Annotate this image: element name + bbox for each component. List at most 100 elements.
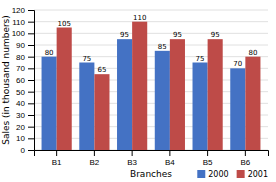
- y-tick-mark: [28, 127, 34, 128]
- bar: [245, 57, 260, 150]
- x-tick-label: B1: [52, 158, 62, 167]
- y-tick-label: 100: [12, 29, 26, 38]
- y-tick: 110: [12, 18, 34, 27]
- y-tick-mark: [28, 45, 34, 46]
- y-tick-label: 80: [16, 53, 25, 62]
- y-tick-mark: [28, 150, 34, 151]
- bar: [79, 63, 94, 151]
- data-label: 75: [82, 55, 91, 63]
- x-axis-title: Branches: [130, 169, 172, 179]
- grid-line: [34, 10, 268, 11]
- y-tick: 40: [16, 99, 34, 108]
- y-tick-mark: [28, 68, 34, 69]
- data-label: 65: [97, 66, 106, 74]
- legend-swatch: [197, 170, 205, 178]
- x-tick-mark: [245, 150, 246, 156]
- x-tick: B6: [240, 150, 250, 167]
- bar: [132, 22, 147, 150]
- data-label: 95: [120, 31, 129, 39]
- x-tick: B2: [89, 150, 99, 167]
- y-tick-label: 90: [16, 41, 25, 50]
- y-tick: 120: [12, 6, 34, 15]
- legend-label: 2000: [208, 170, 228, 179]
- y-tick: 60: [16, 76, 34, 85]
- bar: [230, 68, 245, 150]
- y-tick-mark: [28, 92, 34, 93]
- bar: [155, 51, 170, 150]
- y-tick: 10: [16, 134, 34, 143]
- y-axis-title: Sales (in thousand numbers): [1, 15, 11, 145]
- y-tick-label: 50: [16, 88, 25, 97]
- chart-container: 0 10 20 30 40 50 60 70 80 90 100 110 120 B1 B2 B3 B4 B5 B6…: [0, 0, 276, 182]
- data-label: 95: [211, 31, 220, 39]
- x-tick: B1: [52, 150, 62, 167]
- x-tick: B3: [127, 150, 137, 167]
- bar: [208, 39, 223, 150]
- y-tick-label: 70: [16, 64, 25, 73]
- y-tick-label: 60: [16, 76, 25, 85]
- legend-item: 2001: [237, 170, 268, 179]
- y-tick-mark: [28, 115, 34, 116]
- y-tick: 90: [16, 41, 34, 50]
- bar: [170, 39, 185, 150]
- bar: [42, 57, 57, 150]
- y-tick: 30: [16, 111, 34, 120]
- data-label: 95: [173, 31, 182, 39]
- y-tick: 50: [16, 88, 34, 97]
- axis-line: [35, 151, 269, 157]
- y-tick: 0: [21, 146, 34, 155]
- y-tick: 70: [16, 64, 34, 73]
- chart: 0 10 20 30 40 50 60 70 80 90 100 110 120 B1 B2 B3 B4 B5 B6…: [0, 0, 276, 182]
- legend-item: 2000: [197, 170, 228, 179]
- y-tick-label: 110: [12, 18, 25, 27]
- data-label: 110: [133, 14, 146, 22]
- data-label: 80: [45, 49, 54, 57]
- y-tick-label: 30: [16, 111, 25, 120]
- bar: [94, 74, 109, 150]
- x-tick: B5: [203, 150, 213, 167]
- y-tick-mark: [28, 33, 34, 34]
- bars: [42, 22, 261, 150]
- data-label: 80: [248, 49, 257, 57]
- data-labels: 80 75 95 85 75 70 105 65 110 95 95 80: [45, 14, 258, 75]
- data-label: 85: [158, 43, 167, 51]
- y-axis: 0 10 20 30 40 50 60 70 80 90 100 110 120: [12, 6, 35, 155]
- data-label: 75: [196, 55, 205, 63]
- x-tick: B4: [165, 150, 175, 167]
- x-tick-mark: [207, 150, 208, 156]
- y-tick: 100: [12, 29, 34, 38]
- bar: [57, 28, 72, 151]
- y-tick-label: 40: [16, 99, 25, 108]
- y-tick-label: 0: [21, 146, 26, 155]
- x-tick-label: B6: [240, 158, 250, 167]
- y-tick-mark: [28, 10, 34, 11]
- legend: 2000 2001: [197, 170, 268, 179]
- x-axis: B1 B2 B3 B4 B5 B6: [35, 150, 269, 167]
- y-tick-mark: [28, 57, 34, 58]
- data-label: 70: [233, 60, 242, 68]
- bar: [117, 39, 132, 150]
- y-tick-mark: [28, 80, 34, 81]
- data-label: 105: [58, 20, 71, 28]
- y-tick-mark: [28, 103, 34, 104]
- x-tick-mark: [132, 150, 133, 156]
- x-tick-mark: [94, 150, 95, 156]
- legend-swatch: [237, 170, 245, 178]
- x-tick-label: B4: [165, 158, 175, 167]
- y-tick: 80: [16, 53, 34, 62]
- axis-line: [28, 11, 35, 151]
- y-tick-label: 20: [16, 123, 25, 132]
- plot: 0 10 20 30 40 50 60 70 80 90 100 110 120 B1 B2 B3 B4 B5 B6…: [12, 6, 269, 167]
- x-tick-mark: [169, 150, 170, 156]
- y-tick-label: 10: [16, 134, 25, 143]
- legend-label: 2001: [248, 170, 268, 179]
- y-tick-mark: [28, 138, 34, 139]
- y-tick: 20: [16, 123, 34, 132]
- x-tick-label: B2: [89, 158, 99, 167]
- y-tick-label: 120: [12, 6, 26, 15]
- y-tick-mark: [28, 22, 34, 23]
- x-tick-mark: [56, 150, 57, 156]
- grid: [34, 10, 268, 150]
- x-tick-label: B3: [127, 158, 137, 167]
- x-tick-label: B5: [203, 158, 213, 167]
